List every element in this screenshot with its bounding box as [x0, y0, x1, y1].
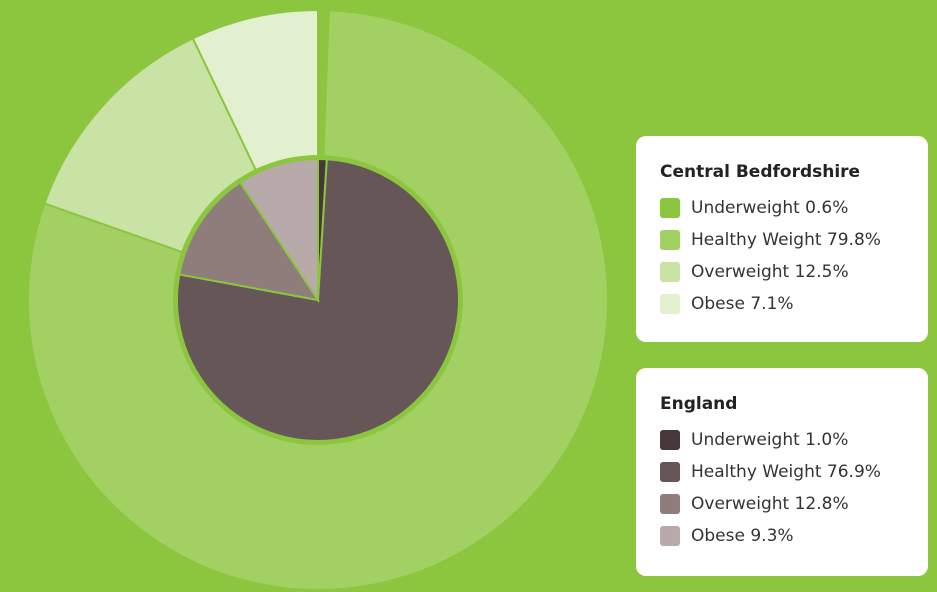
england-slice-obese: [238, 157, 319, 304]
legend-swatch: [660, 294, 680, 314]
legend-title: Central Bedfordshire: [660, 162, 861, 182]
legend-item-overweight: Overweight 12.8%: [660, 488, 908, 520]
legend-item-obese: Obese 7.1%: [660, 288, 908, 320]
england-slice-overweight: [178, 181, 321, 302]
legend-swatch: [660, 430, 680, 450]
legend-central-bedfordshire: Central Bedfordshire Underweight 0.6% He…: [636, 136, 928, 342]
legend-england: England Underweight 1.0% Healthy Weight …: [636, 368, 928, 576]
legend-item-overweight: Overweight 12.5%: [660, 256, 908, 288]
legend-label: Underweight 1.0%: [691, 430, 849, 450]
legend-swatch: [660, 230, 680, 250]
legend-label: Overweight 12.5%: [691, 262, 849, 282]
england-pie: [176, 157, 460, 442]
weight-distribution-chart: [27, 8, 609, 591]
legend-item-underweight: Underweight 1.0%: [660, 424, 908, 456]
legend-title: England: [660, 394, 738, 414]
legend-item-healthy-weight: Healthy Weight 79.8%: [660, 224, 908, 256]
legend-label: Overweight 12.8%: [691, 494, 849, 514]
legend-swatch: [660, 526, 680, 546]
legend-label: Underweight 0.6%: [691, 198, 849, 218]
legend-swatch: [660, 494, 680, 514]
legend-item-obese: Obese 9.3%: [660, 520, 908, 552]
legend-item-underweight: Underweight 0.6%: [660, 192, 908, 224]
legend-swatch: [660, 262, 680, 282]
legend-label: Healthy Weight 79.8%: [691, 230, 881, 250]
legend-label: Obese 7.1%: [691, 294, 794, 314]
legend-label: Healthy Weight 76.9%: [691, 462, 881, 482]
legend-item-healthy-weight: Healthy Weight 76.9%: [660, 456, 908, 488]
legend-label: Obese 9.3%: [691, 526, 794, 546]
legend-swatch: [660, 462, 680, 482]
legend-swatch: [660, 198, 680, 218]
